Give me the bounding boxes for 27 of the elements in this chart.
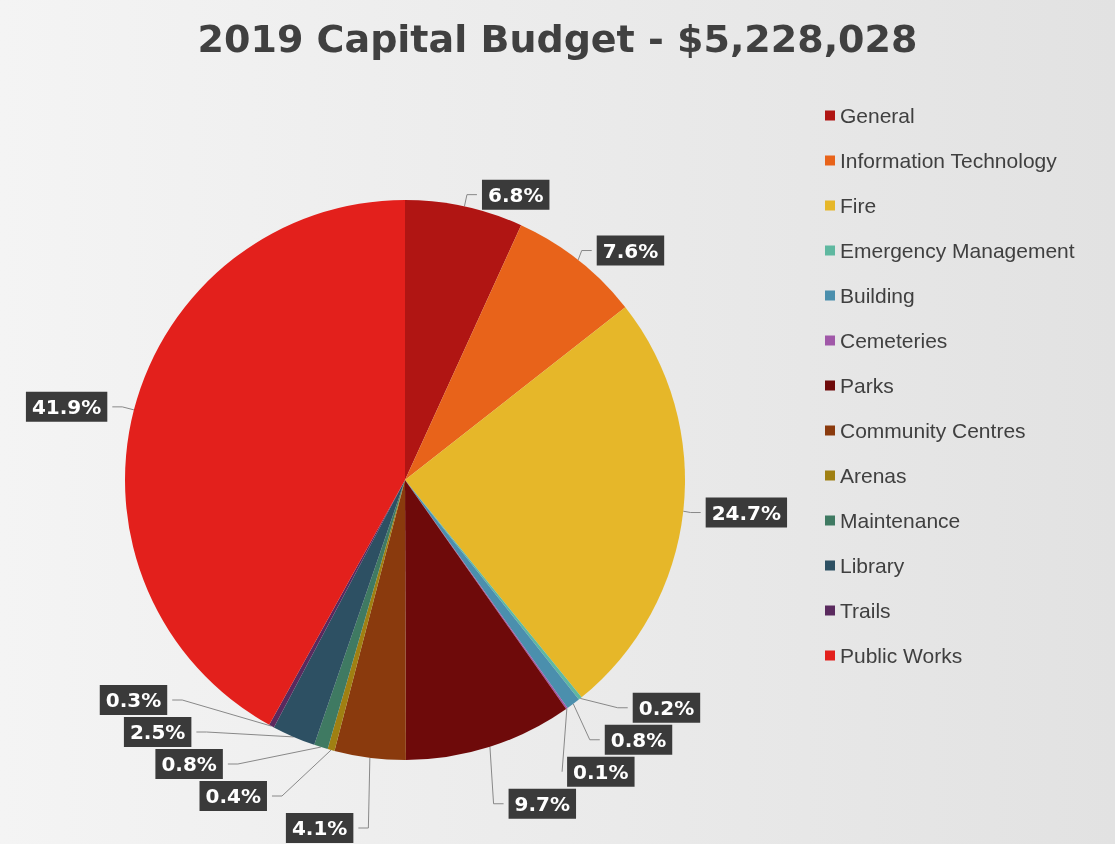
data-label: 0.1% <box>573 759 629 784</box>
data-label: 9.7% <box>514 791 571 816</box>
legend-label: Parks <box>840 374 894 397</box>
chart-title: 2019 Capital Budget - $5,228,028 <box>197 17 918 61</box>
data-label: 2.5% <box>129 720 186 744</box>
data-label: 0.4% <box>205 784 261 808</box>
legend-label: Information Technology <box>840 149 1058 172</box>
legend-label: Emergency Management <box>840 239 1075 262</box>
legend-label: Community Centres <box>840 419 1026 442</box>
data-label: 4.1% <box>291 816 348 840</box>
legend-label: Maintenance <box>840 509 961 532</box>
data-label: 24.7% <box>711 500 782 525</box>
data-label: 0.3% <box>105 688 162 712</box>
data-label: 0.8% <box>610 727 667 752</box>
legend-label: General <box>840 104 915 127</box>
data-label: 6.8% <box>487 182 544 207</box>
data-label: 41.9% <box>31 394 102 419</box>
data-label: 7.6% <box>602 238 659 263</box>
legend-label: Building <box>840 284 915 307</box>
data-label: 0.2% <box>638 695 695 720</box>
legend-label: Fire <box>840 194 877 217</box>
legend-label: Public Works <box>840 644 963 667</box>
legend-label: Cemeteries <box>840 329 948 352</box>
legend-label: Library <box>840 554 905 577</box>
data-label: 0.8% <box>161 752 217 776</box>
legend-label: Trails <box>840 599 891 622</box>
legend-label: Arenas <box>840 464 907 487</box>
